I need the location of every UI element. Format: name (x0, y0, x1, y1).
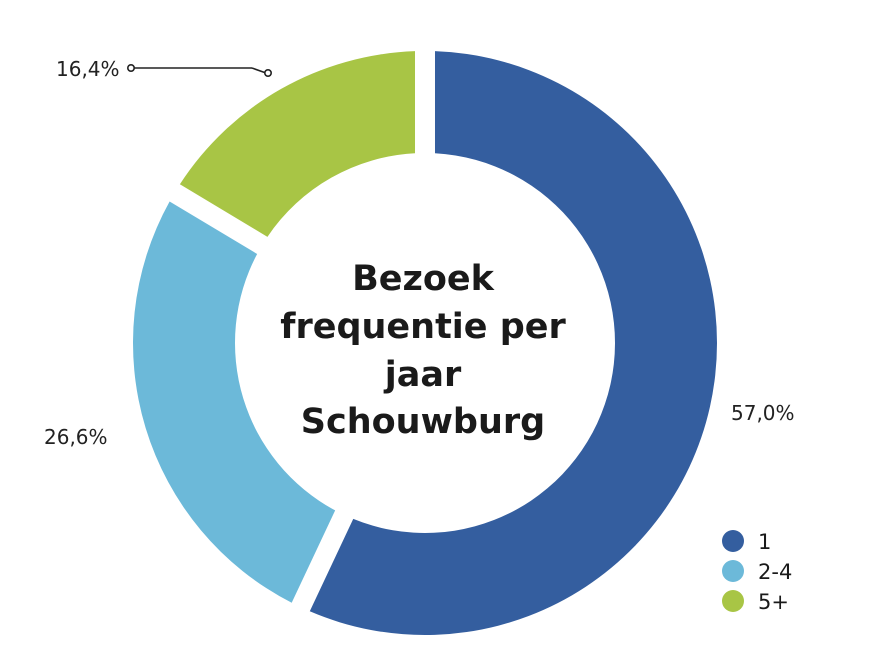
slice-label-2-4: 26,6% (44, 425, 108, 449)
slice-1 (309, 51, 718, 636)
slice-2-4 (132, 201, 336, 603)
callout-line-5plus (127, 64, 272, 78)
donut-slices (132, 51, 718, 636)
legend-label-5plus: 5+ (758, 590, 789, 614)
legend-swatch-5plus (722, 590, 744, 612)
legend-label-2-4: 2-4 (758, 560, 792, 584)
legend-swatch-1 (722, 530, 744, 552)
title-line-1: Bezoek (352, 259, 495, 299)
chart-title: Bezoek frequentie per jaar Schouwburg (280, 259, 566, 442)
title-line-2: frequentie per (280, 307, 566, 347)
legend-swatch-2-4 (722, 560, 744, 582)
slice-5plus (179, 51, 416, 237)
slice-label-5plus: 16,4% (56, 57, 120, 81)
legend: 1 2-4 5+ (722, 530, 792, 614)
legend-label-1: 1 (758, 530, 771, 554)
title-line-4: Schouwburg (301, 402, 545, 442)
title-line-3: jaar (383, 355, 462, 395)
slice-label-1: 57,0% (731, 401, 795, 425)
